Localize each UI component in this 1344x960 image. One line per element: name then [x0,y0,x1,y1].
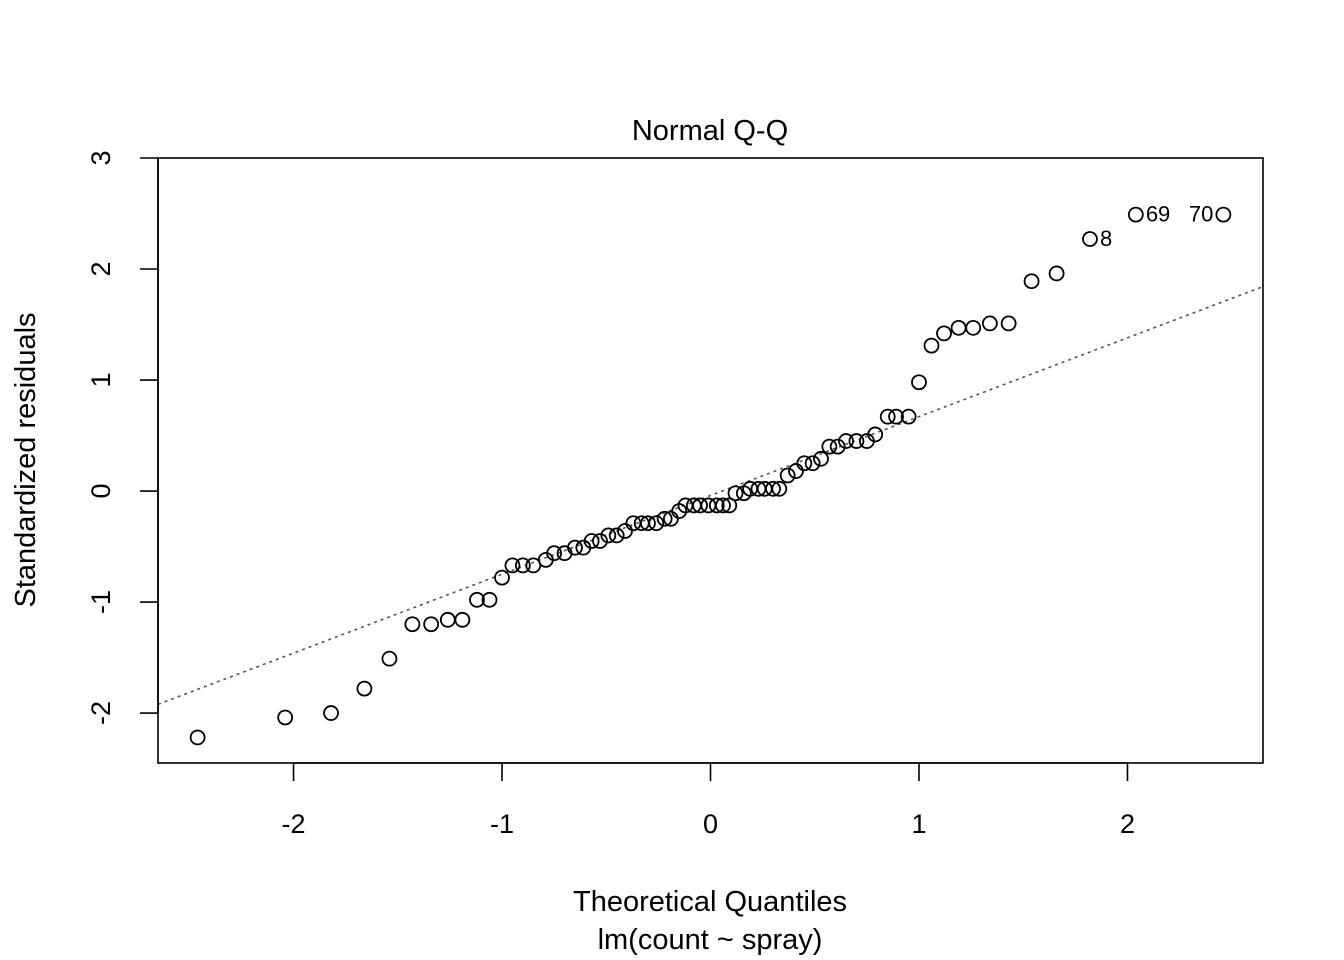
data-point [404,616,421,633]
data-point [796,455,813,472]
data-point [381,650,398,667]
data-point [900,408,917,425]
data-point [700,497,717,514]
point-label: 8 [1100,226,1112,251]
data-point [1023,273,1040,290]
data-point [439,611,456,628]
data-point [546,545,563,562]
data-point [481,591,498,608]
data-point [879,408,896,425]
data-point [583,533,600,549]
data-point [454,611,471,628]
data-point [771,480,788,497]
data-point [617,523,633,539]
data-point [981,315,998,332]
data-point [600,527,617,544]
data-point [888,408,904,425]
data-point [504,557,521,574]
data-point [923,337,940,354]
x-tick-label: 0 [703,809,718,839]
x-axis-title: Theoretical Quantiles [573,886,847,918]
data-point [423,616,440,633]
x-tick-label: -1 [490,809,514,839]
data-point [848,433,865,449]
data-point [788,463,804,479]
data-point [965,319,982,336]
data-point [514,557,531,574]
y-tick-label: -2 [86,701,116,725]
data-point [640,515,656,532]
data-point [715,497,731,514]
x-axis-subtitle: lm(count ~ spray) [598,924,823,956]
data-point [648,515,665,532]
data-point [838,433,854,449]
data-point [765,480,781,497]
point-label: 69 [1146,202,1170,227]
data-point [708,497,725,514]
y-axis-title: Standardized residuals [10,312,42,607]
data-point [1082,231,1098,247]
data-point [821,438,838,455]
data-point [277,709,294,726]
y-tick-label: 0 [86,484,116,499]
data-point [189,729,206,746]
x-tick-label: -2 [282,809,306,839]
data-point [567,539,583,556]
data-point [1000,315,1017,332]
data-point [1048,265,1065,282]
data-point [911,374,927,391]
y-axis: -2 -1 0 1 2 3 [86,150,159,725]
reference-line-layer [157,285,1264,706]
data-point [592,533,608,549]
data-point [727,485,744,502]
data-point [608,527,625,544]
qq-reference-line [157,285,1264,706]
data-point [721,497,738,514]
data-point [1127,206,1144,223]
x-tick-label: 1 [911,809,926,839]
x-axis: -2 -1 0 1 2 [282,762,1135,839]
point-labels-layer: 8 69 70 [1100,202,1213,251]
data-point [494,569,510,586]
chart-title: Normal Q-Q [632,115,788,147]
y-tick-label: -1 [86,590,116,614]
x-tick-label: 2 [1120,809,1135,839]
y-tick-label: 2 [86,261,116,276]
points-layer [189,206,1232,746]
data-point [692,497,708,514]
data-point [323,705,339,721]
data-point [656,510,673,527]
data-point [829,438,846,455]
data-point [356,680,373,697]
data-point [936,325,952,342]
data-point [1215,206,1232,223]
data-point [813,450,829,467]
data-point [779,467,796,484]
y-tick-label: 1 [86,373,116,388]
y-tick-label: 3 [86,150,116,165]
data-point [867,426,884,443]
data-point [804,455,821,472]
data-point [469,591,485,608]
plot-frame [157,157,1264,764]
point-label: 70 [1189,202,1213,227]
data-point [950,319,967,336]
